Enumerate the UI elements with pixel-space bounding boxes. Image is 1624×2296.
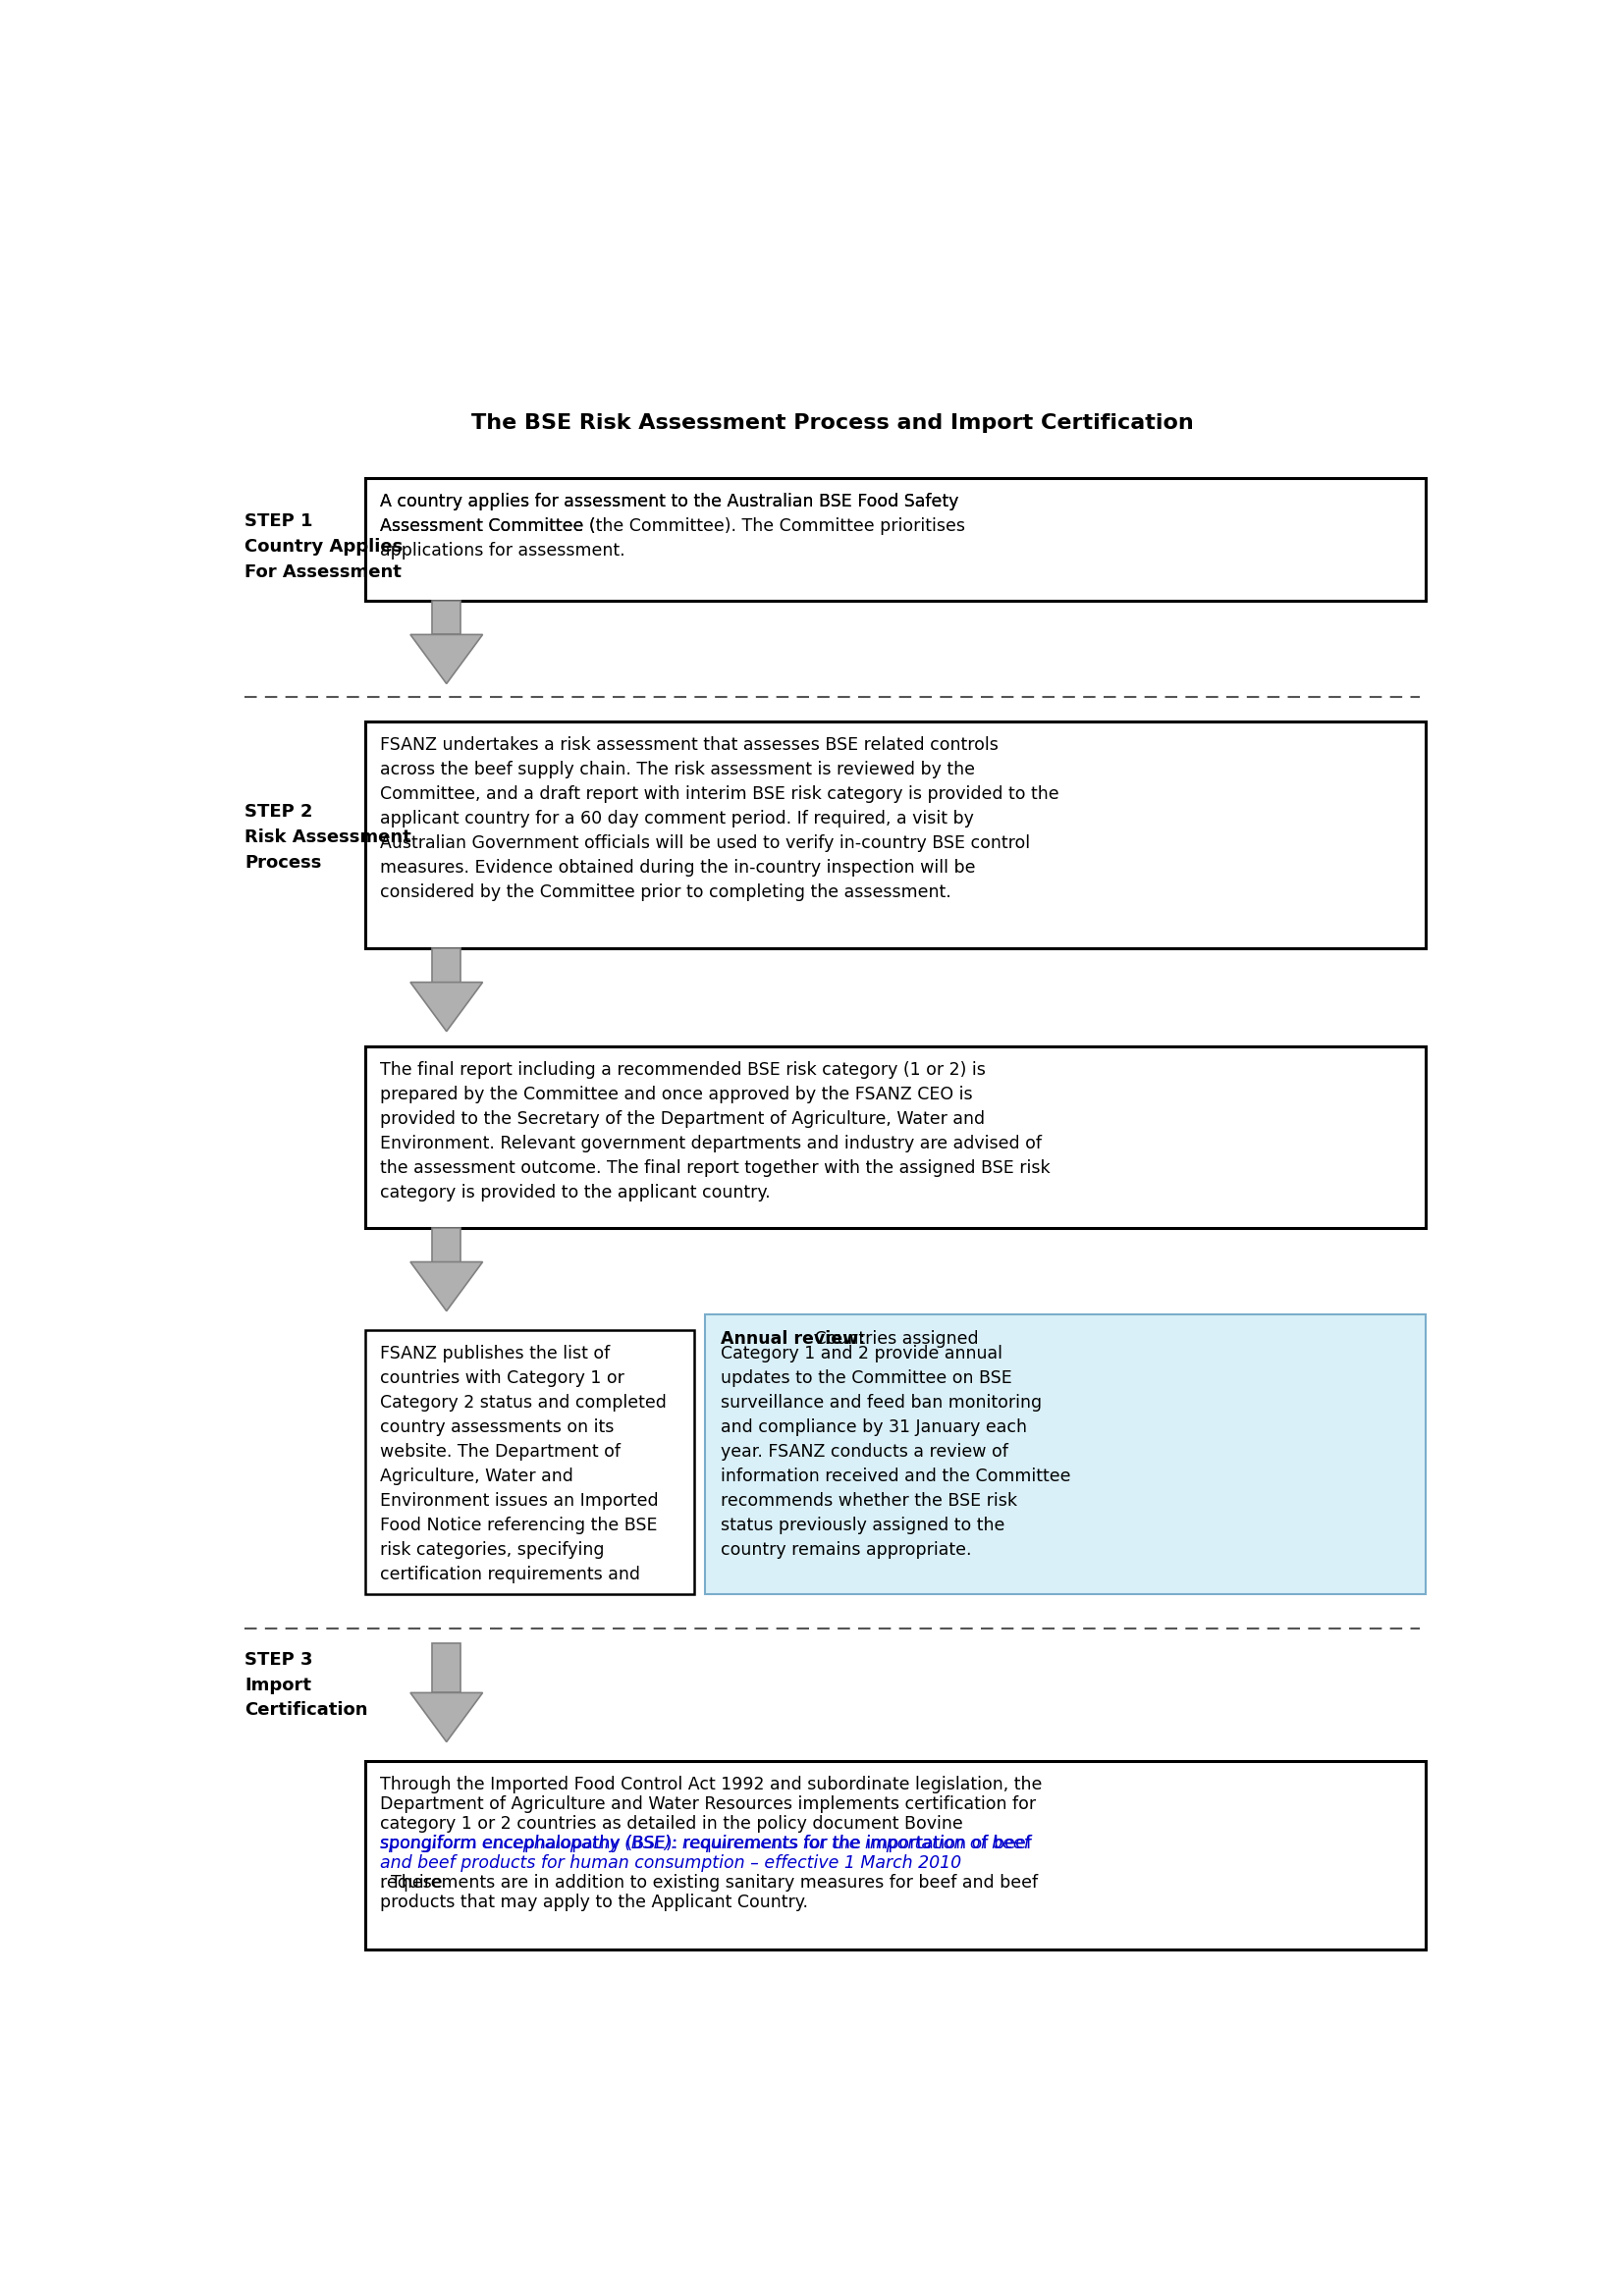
Bar — [432, 602, 461, 634]
Bar — [365, 1329, 693, 1593]
Bar — [365, 1761, 1426, 1949]
Bar — [365, 478, 1426, 602]
Text: spongiform encephalopathy (BSE): requirements for the importation of beef: spongiform encephalopathy (BSE): require… — [380, 1835, 1030, 1853]
Text: requirements are in addition to existing sanitary measures for beef and beef: requirements are in addition to existing… — [380, 1874, 1038, 1892]
Text: category 1 or 2 countries as detailed in the policy document Bovine: category 1 or 2 countries as detailed in… — [380, 1816, 963, 1832]
Polygon shape — [411, 634, 482, 684]
Polygon shape — [411, 983, 482, 1031]
Text: The final report including a recommended BSE risk category (1 or 2) is
prepared : The final report including a recommended… — [380, 1061, 1051, 1203]
Text: STEP 1
Country Applies
For Assessment: STEP 1 Country Applies For Assessment — [245, 512, 403, 581]
Text: Department of Agriculture and Water Resources implements certification for: Department of Agriculture and Water Reso… — [380, 1795, 1036, 1814]
Text: The BSE Risk Assessment Process and Import Certification: The BSE Risk Assessment Process and Impo… — [471, 413, 1194, 432]
Text: FSANZ undertakes a risk assessment that assesses BSE related controls
across the: FSANZ undertakes a risk assessment that … — [380, 737, 1059, 902]
Text: FSANZ publishes the list of
countries with Category 1 or
Category 2 status and c: FSANZ publishes the list of countries wi… — [380, 1345, 667, 1584]
Bar — [432, 1228, 461, 1263]
Bar — [705, 1316, 1426, 1593]
Text: . These: . These — [380, 1874, 443, 1892]
Text: A country applies for assessment to the Australian BSE Food Safety
Assessment Co: A country applies for assessment to the … — [380, 494, 960, 535]
Text: Through the Imported Food Control Act 1992 and subordinate legislation, the: Through the Imported Food Control Act 19… — [380, 1775, 1043, 1793]
Bar — [432, 948, 461, 983]
Text: and beef products for human consumption – effective 1 March 2010: and beef products for human consumption … — [380, 1855, 961, 1871]
Polygon shape — [411, 1692, 482, 1743]
Text: STEP 2
Risk Assessment
Process: STEP 2 Risk Assessment Process — [245, 804, 411, 870]
Polygon shape — [411, 1263, 482, 1311]
Text: products that may apply to the Applicant Country.: products that may apply to the Applicant… — [380, 1894, 809, 1913]
Text: A country applies for assessment to the Australian BSE Food Safety
Assessment Co: A country applies for assessment to the … — [380, 494, 966, 560]
Bar — [365, 1047, 1426, 1228]
Text: Category 1 and 2 provide annual
updates to the Committee on BSE
surveillance and: Category 1 and 2 provide annual updates … — [721, 1345, 1070, 1559]
Text: Annual review:: Annual review: — [721, 1329, 866, 1348]
Text: spongiform encephalopathy (BSE): requirements for the importation of beef: spongiform encephalopathy (BSE): require… — [380, 1835, 1033, 1853]
Bar — [432, 1644, 461, 1692]
Text: Countries assigned: Countries assigned — [809, 1329, 978, 1348]
Bar — [365, 721, 1426, 948]
Text: STEP 3
Import
Certification: STEP 3 Import Certification — [245, 1651, 369, 1720]
